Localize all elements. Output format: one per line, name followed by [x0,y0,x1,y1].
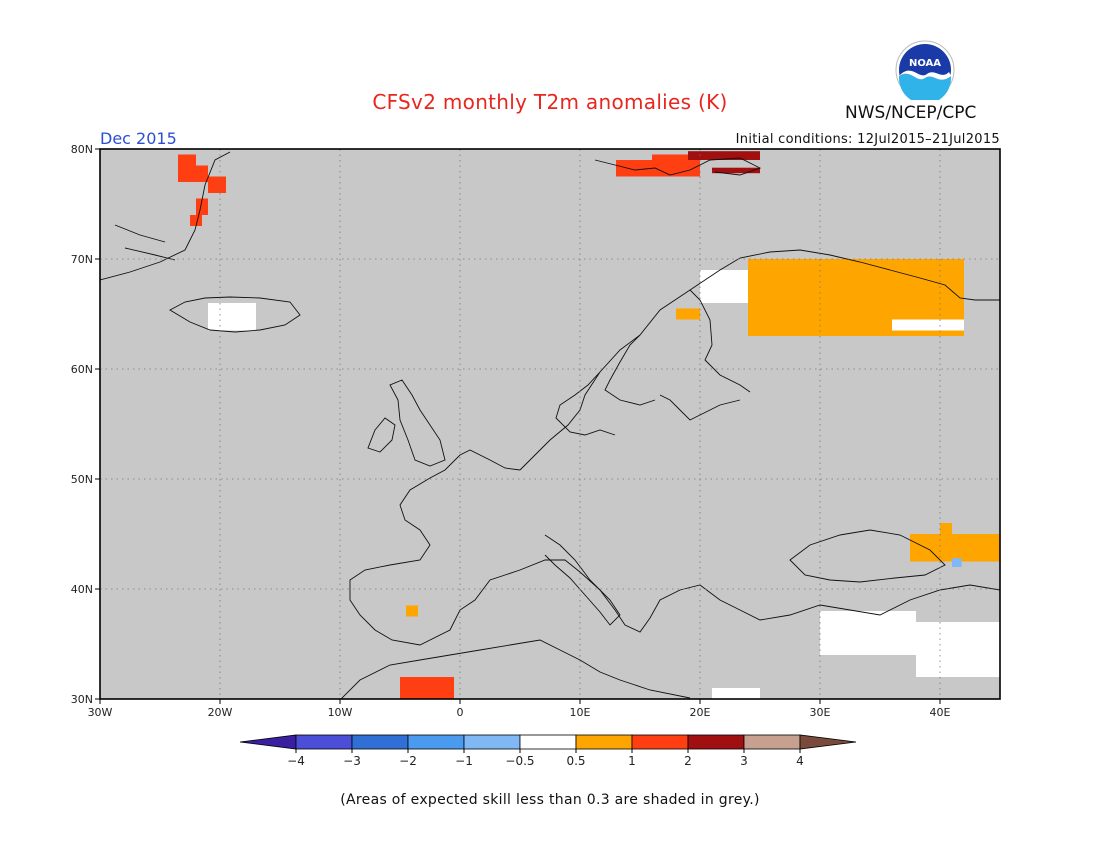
iceland-coastline [169,296,301,333]
anomaly-cell [952,558,962,567]
lon-tick-label: 0 [457,706,464,719]
colorbar-label: 4 [796,754,804,768]
logo-text: NOAA [909,58,941,69]
anomaly-cell [940,523,952,534]
lat-tick-label: 40N [71,583,93,596]
colorbar-low-arrow [239,734,297,750]
anomaly-cell [652,154,688,166]
black-sea-coastline [789,529,946,583]
map-background [100,149,1000,699]
colorbar-label: 0.5 [566,754,585,768]
anomaly-cell [712,688,760,699]
anomaly-cell [820,611,916,655]
colorbar-segment [687,734,745,750]
coastlines [100,151,1000,699]
anomaly-cell [892,319,964,331]
colorbar-segment [463,734,521,750]
colorbar-label: 3 [740,754,748,768]
anomaly-cell [676,308,700,320]
north-africa-coastline [340,639,691,699]
anomaly-cell [178,165,208,182]
agency-label: NWS/NCEP/CPC [845,103,977,123]
longitude-ticks: 30W 20W 10W 0 10E 20E 30E 40E [88,699,951,719]
colorbar: −4 −3 −2 −1 −0.5 0.5 1 2 3 4 [239,734,857,768]
skill-footnote: (Areas of expected skill less than 0.3 a… [340,792,760,808]
colorbar-segment [519,734,577,750]
colorbar-segment [631,734,689,750]
lon-tick-label: 30W [88,706,113,719]
svalbard-coastline [594,157,762,176]
noaa-logo-icon: NOAA [895,40,955,100]
colorbar-label: −4 [287,754,305,768]
colorbar-segment [575,734,633,750]
chart-title: CFSv2 monthly T2m anomalies (K) [372,90,728,114]
anomaly-cell [796,325,856,331]
anomaly-cell [820,281,892,325]
anomaly-cells [178,151,1000,699]
anomaly-cell [178,154,196,166]
colorbar-label: −1 [455,754,473,768]
anomaly-cell [208,176,226,193]
colorbar-label: −0.5 [505,754,534,768]
colorbar-label: 2 [684,754,692,768]
british-isles-coastline [367,379,446,467]
lat-tick-label: 50N [71,473,93,486]
graticule [100,149,1000,699]
colorbar-segment [351,734,409,750]
anomaly-cell [712,167,760,174]
lon-tick-label: 20E [690,706,711,719]
lat-tick-label: 30N [71,693,93,706]
lat-tick-label: 70N [71,253,93,266]
anomaly-cell [208,303,256,331]
lon-tick-label: 10W [328,706,353,719]
anomaly-cell [700,270,748,303]
lat-tick-label: 60N [71,363,93,376]
initial-conditions: Initial conditions: 12Jul2015–21Jul2015 [735,132,1000,147]
colorbar-high-arrow [799,734,857,750]
lon-tick-label: 30E [810,706,831,719]
italy-coastline [544,534,621,626]
anomaly-cell [688,151,760,160]
forecast-month: Dec 2015 [100,129,177,148]
greenland-coastline [100,151,231,281]
anomaly-cell [916,622,1000,677]
lat-tick-label: 80N [71,143,93,156]
latitude-ticks: 80N 70N 60N 50N 40N 30N [71,143,100,706]
colorbar-label: −3 [343,754,361,768]
colorbar-segment [743,734,801,750]
lon-tick-label: 20W [208,706,233,719]
anomaly-cell [910,534,1000,562]
anomaly-cell [196,198,208,215]
europe-coastline [349,249,1000,646]
colorbar-segment [407,734,465,750]
colorbar-label: 1 [628,754,636,768]
lon-tick-label: 10E [570,706,591,719]
lon-tick-label: 40E [930,706,951,719]
colorbar-label: −2 [399,754,417,768]
colorbar-segment [295,734,353,750]
anomaly-cell [400,677,454,699]
anomaly-cell [406,605,418,617]
map-frame [99,148,1001,700]
anomaly-cell [190,215,202,226]
